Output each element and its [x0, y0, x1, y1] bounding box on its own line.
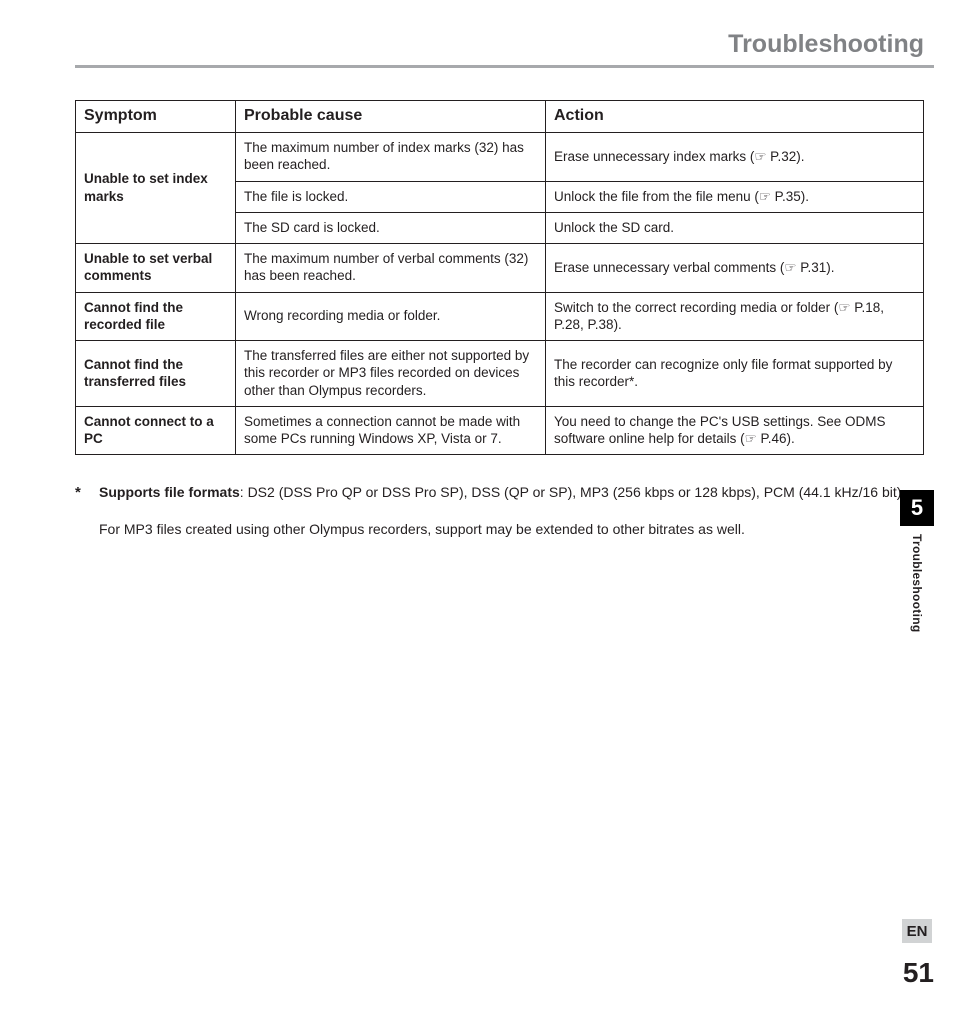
- page-header: Troubleshooting: [75, 30, 934, 68]
- chapter-label: Troubleshooting: [910, 534, 924, 633]
- symptom-cell: Cannot connect to a PC: [76, 406, 236, 455]
- table-row: Cannot find the transferred files The tr…: [76, 341, 924, 407]
- table-header-row: Symptom Probable cause Action: [76, 101, 924, 133]
- action-cell: Erase unnecessary verbal comments (☞ P.3…: [546, 244, 924, 293]
- symptom-cell: Cannot find the transferred files: [76, 341, 236, 407]
- symptom-cell: Unable to set verbal comments: [76, 244, 236, 293]
- table-row: Cannot find the recorded file Wrong reco…: [76, 292, 924, 341]
- main-content: Symptom Probable cause Action Unable to …: [75, 68, 934, 539]
- cause-cell: The maximum number of index marks (32) h…: [236, 133, 546, 182]
- chapter-number: 5: [900, 490, 934, 526]
- cause-cell: The maximum number of verbal comments (3…: [236, 244, 546, 293]
- footnote-extra: For MP3 files created using other Olympu…: [75, 504, 924, 539]
- cause-cell: The file is locked.: [236, 181, 546, 212]
- symptom-cell: Unable to set index marks: [76, 133, 236, 244]
- action-cell: Unlock the file from the file menu (☞ P.…: [546, 181, 924, 212]
- col-action: Action: [546, 101, 924, 133]
- footnote-text: Supports file formats: DS2 (DSS Pro QP o…: [99, 483, 901, 503]
- table-row: Unable to set verbal comments The maximu…: [76, 244, 924, 293]
- action-cell: Switch to the correct recording media or…: [546, 292, 924, 341]
- page-title: Troubleshooting: [728, 30, 924, 58]
- symptom-cell: Cannot find the recorded file: [76, 292, 236, 341]
- troubleshooting-table: Symptom Probable cause Action Unable to …: [75, 100, 924, 455]
- language-badge: EN: [902, 919, 932, 943]
- action-cell: Erase unnecessary index marks (☞ P.32).: [546, 133, 924, 182]
- cause-cell: Sometimes a connection cannot be made wi…: [236, 406, 546, 455]
- footnote-label: Supports file formats: [99, 484, 240, 500]
- table-row: Cannot connect to a PC Sometimes a conne…: [76, 406, 924, 455]
- footnote-marker: *: [75, 483, 85, 503]
- action-cell: Unlock the SD card.: [546, 212, 924, 243]
- cause-cell: The transferred files are either not sup…: [236, 341, 546, 407]
- action-cell: You need to change the PC's USB settings…: [546, 406, 924, 455]
- cause-cell: The SD card is locked.: [236, 212, 546, 243]
- cause-cell: Wrong recording media or folder.: [236, 292, 546, 341]
- page-number: 51: [903, 957, 934, 989]
- col-symptom: Symptom: [76, 101, 236, 133]
- col-cause: Probable cause: [236, 101, 546, 133]
- document-page: Troubleshooting Symptom Probable cause A…: [0, 30, 954, 1023]
- footnote-body: : DS2 (DSS Pro QP or DSS Pro SP), DSS (Q…: [240, 484, 902, 500]
- table-row: Unable to set index marks The maximum nu…: [76, 133, 924, 182]
- action-cell: The recorder can recognize only file for…: [546, 341, 924, 407]
- chapter-tab: 5 Troubleshooting: [900, 490, 934, 633]
- footnote: * Supports file formats: DS2 (DSS Pro QP…: [75, 455, 924, 503]
